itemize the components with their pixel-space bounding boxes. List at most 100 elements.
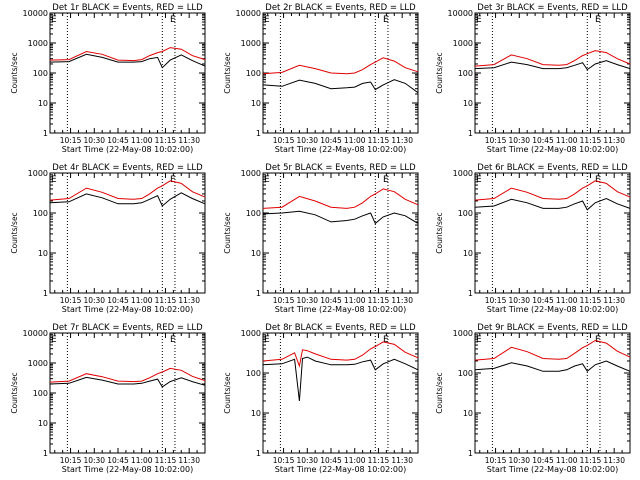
x-tick-label: 11:30 — [391, 456, 413, 465]
y-tick-label: 10000 — [448, 9, 473, 18]
y-tick-label: 1 — [43, 129, 48, 138]
y-tick-label: 100 — [33, 69, 48, 78]
series-line-lld — [262, 341, 419, 368]
series-line-lld — [49, 367, 206, 383]
panel-det-4r: Det 4r BLACK = Events, RED = LLD E E 1 10 100… — [10, 163, 206, 314]
series-line-events — [262, 356, 419, 402]
x-axis-label: Start Time (22-May-08 10:02:00) — [62, 145, 193, 154]
y-tick-label: 10 — [251, 249, 261, 258]
x-tick-label: 11:30 — [178, 296, 200, 305]
y-tick-label: 1000 — [241, 39, 261, 48]
x-tick-label: 10:30 — [296, 136, 318, 145]
y-tick-label: 100 — [246, 209, 261, 218]
series-line-lld — [474, 339, 631, 361]
series-line-events — [49, 192, 206, 207]
x-tick-label: 10:15 — [485, 456, 507, 465]
series-line-lld — [49, 180, 206, 201]
series-line-lld — [262, 57, 419, 75]
panel-det-2r: Det 2r BLACK = Events, RED = LLD E E 1 10 100… — [223, 3, 419, 154]
y-tick-label: 1000 — [453, 329, 473, 338]
x-tick-label: 10:45 — [532, 136, 554, 145]
annotation-label: E — [51, 175, 57, 185]
annotation-label: E — [476, 15, 482, 25]
y-axis-label: Counts/sec — [223, 52, 232, 93]
y-tick-label: 1 — [468, 449, 473, 458]
annotation-label: E — [383, 15, 389, 25]
panel-title: Det 4r BLACK = Events, RED = LLD — [52, 163, 203, 173]
series-line-events — [262, 210, 419, 225]
y-tick-label: 100 — [246, 369, 261, 378]
panel-title: Det 3r BLACK = Events, RED = LLD — [477, 3, 628, 13]
series-line-events — [474, 60, 631, 71]
series-line-events — [474, 197, 631, 211]
x-tick-label: 10:15 — [273, 136, 295, 145]
x-tick-label: 10:45 — [532, 456, 554, 465]
annotation-label: E — [476, 335, 482, 345]
y-tick-label: 1 — [43, 289, 48, 298]
x-tick-label: 11:30 — [603, 136, 625, 145]
y-tick-label: 100 — [458, 209, 473, 218]
annotation-label: E — [170, 335, 176, 345]
y-tick-label: 1 — [43, 449, 48, 458]
annotation-label: E — [383, 335, 389, 345]
x-axis-label: Start Time (22-May-08 10:02:00) — [275, 305, 406, 314]
axes-frame — [49, 172, 206, 294]
y-tick-label: 10 — [251, 409, 261, 418]
x-tick-label: 10:30 — [83, 456, 105, 465]
annotation-label: E — [51, 335, 57, 345]
x-tick-label: 11:00 — [344, 456, 366, 465]
panel-det-1r: Det 1r BLACK = Events, RED = LLD E E 1 10 100… — [10, 3, 206, 154]
x-tick-label: 10:30 — [83, 296, 105, 305]
panel-title: Det 9r BLACK = Events, RED = LLD — [477, 323, 628, 333]
annotation-label: E — [170, 15, 176, 25]
panel-title: Det 5r BLACK = Events, RED = LLD — [265, 163, 416, 173]
x-tick-label: 10:15 — [60, 456, 82, 465]
x-tick-label: 11:00 — [344, 296, 366, 305]
y-tick-label: 10 — [38, 249, 48, 258]
y-tick-label: 10000 — [23, 9, 48, 18]
y-tick-label: 10 — [463, 409, 473, 418]
series-line-events — [262, 79, 419, 94]
y-tick-label: 1 — [256, 289, 261, 298]
x-tick-label: 10:45 — [320, 296, 342, 305]
y-tick-label: 1 — [468, 129, 473, 138]
y-axis-label: Counts/sec — [10, 212, 19, 253]
x-axis-label: Start Time (22-May-08 10:02:00) — [275, 465, 406, 474]
panel-det-6r: Det 6r BLACK = Events, RED = LLD E E 1 10 100… — [435, 163, 631, 314]
y-tick-label: 100 — [246, 69, 261, 78]
x-tick-label: 11:15 — [368, 136, 390, 145]
series-line-lld — [262, 188, 419, 209]
x-tick-label: 10:45 — [107, 456, 129, 465]
x-tick-label: 11:15 — [155, 136, 177, 145]
x-tick-label: 11:00 — [556, 296, 578, 305]
y-tick-label: 10000 — [23, 329, 48, 338]
x-tick-label: 10:30 — [296, 296, 318, 305]
series-line-lld — [49, 47, 206, 62]
x-tick-label: 10:45 — [107, 296, 129, 305]
y-tick-label: 10 — [38, 99, 48, 108]
x-tick-label: 10:30 — [508, 136, 530, 145]
x-tick-label: 10:45 — [320, 456, 342, 465]
x-tick-label: 10:30 — [296, 456, 318, 465]
x-axis-label: Start Time (22-May-08 10:02:00) — [487, 465, 618, 474]
y-axis-label: Counts/sec — [10, 372, 19, 413]
x-tick-label: 11:15 — [155, 296, 177, 305]
annotation-label: E — [264, 175, 270, 185]
y-tick-label: 1000 — [28, 39, 48, 48]
x-tick-label: 10:30 — [83, 136, 105, 145]
x-axis-label: Start Time (22-May-08 10:02:00) — [487, 145, 618, 154]
y-tick-label: 100 — [458, 69, 473, 78]
x-tick-label: 11:15 — [580, 456, 602, 465]
x-tick-label: 11:00 — [131, 296, 153, 305]
series-line-events — [49, 53, 206, 69]
panel-title: Det 8r BLACK = Events, RED = LLD — [265, 323, 416, 333]
y-tick-label: 1000 — [28, 169, 48, 178]
y-tick-label: 1000 — [241, 329, 261, 338]
annotation-label: E — [383, 175, 389, 185]
x-tick-label: 11:15 — [580, 296, 602, 305]
y-axis-label: Counts/sec — [223, 212, 232, 253]
x-tick-label: 10:15 — [273, 296, 295, 305]
annotation-label: E — [264, 15, 270, 25]
panel-det-3r: Det 3r BLACK = Events, RED = LLD E E 1 10 100… — [435, 3, 631, 154]
